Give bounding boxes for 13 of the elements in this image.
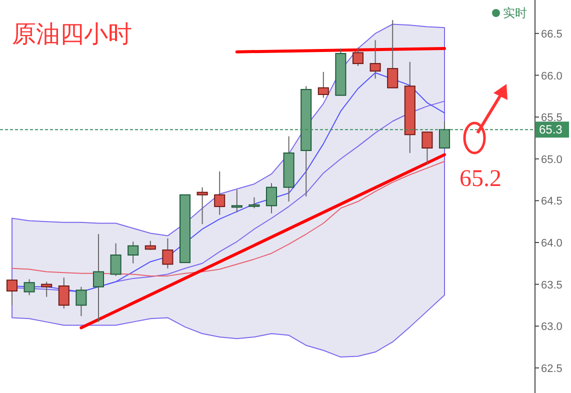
y-tick-label: 62.5 <box>541 362 562 375</box>
y-tick-label: 66.5 <box>541 28 562 40</box>
y-tick-label: 63.5 <box>541 279 562 292</box>
y-tick-label: 64.0 <box>541 237 562 250</box>
text: 实时 <box>503 6 527 20</box>
text: 原油四小时 <box>12 22 132 48</box>
y-tick-label: 64.5 <box>541 196 562 208</box>
ref-line-label: 65.3 <box>539 122 563 137</box>
y-tick-label: 65.5 <box>541 112 562 124</box>
y-tick-label: 63.0 <box>541 321 562 334</box>
text: 65.2 <box>460 166 502 192</box>
y-tick-label: 66.0 <box>541 70 562 82</box>
y-tick-label: 65.0 <box>541 154 562 166</box>
